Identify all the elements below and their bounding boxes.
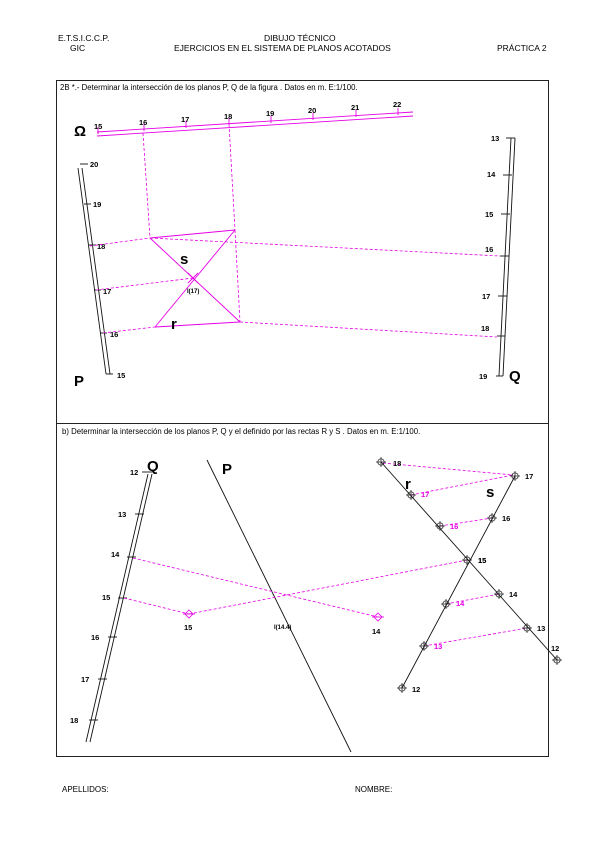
subject-title: DIBUJO TÉCNICO (264, 33, 336, 43)
plane-q-tick: 17 (482, 292, 490, 301)
lines-r-s-a (149, 229, 241, 328)
plane-p-b-label: P (222, 461, 232, 478)
intersection-elevation: (17) (189, 289, 200, 295)
plane-q-tick: 13 (491, 134, 499, 143)
point-markers-b (376, 457, 562, 693)
topic-title: EJERCICIOS EN EL SISTEMA DE PLANOS ACOTA… (174, 43, 391, 53)
plane-q-b-tick: 15 (102, 593, 110, 602)
intersection-label-b: I(14.4) (274, 625, 291, 631)
plane-q-tick: 15 (485, 210, 493, 219)
omega-tick-label: 19 (266, 109, 274, 118)
plane-p-scale (77, 163, 113, 375)
s-point-label: 16 (502, 514, 510, 523)
plane-p-tick: 16 (110, 330, 118, 339)
plane-q-b-tick: 13 (118, 510, 126, 519)
plane-q-b-tick: 14 (111, 550, 120, 559)
s-point-label: 12 (551, 644, 559, 653)
s-point-label: 13 (537, 624, 545, 633)
plane-q-b-tick: 18 (70, 716, 78, 725)
intersection-label-a: I(17) (187, 289, 199, 295)
exercise-b-statement: b) Determinar la intersección de los pla… (62, 427, 421, 436)
omega-tick-label: 17 (181, 115, 189, 124)
plane-q-b-label: Q (147, 458, 159, 475)
r-point-label: 17 (421, 490, 429, 499)
s-point-label: 15 (478, 556, 486, 565)
line-r-label: r (171, 316, 177, 333)
omega-ticks (97, 108, 399, 134)
plane-q-tick: 18 (481, 324, 489, 333)
intersection-point-a (187, 272, 199, 284)
line-r-b-label: r (405, 476, 411, 493)
plane-q-scale (496, 137, 516, 377)
omega-tick-label: 21 (351, 103, 359, 112)
omega-tick-label: 16 (139, 118, 147, 127)
s-point-label: 17 (525, 472, 533, 481)
plane-q-b-tick: 16 (91, 633, 99, 642)
omega-tick-label: 20 (308, 106, 316, 115)
intersection-letter: I (187, 289, 189, 295)
omega-tick-label: 22 (393, 100, 401, 109)
exercise-a-statement: 2B *.- Determinar la intersección de los… (60, 83, 358, 92)
lines-r-s-b (380, 461, 558, 689)
r-point-label: 14 (456, 599, 465, 608)
surname-field-label: APELLIDOS: (62, 785, 109, 794)
plane-trace-points (183, 609, 384, 622)
school-name: E.T.S.I.C.C.P. (58, 33, 110, 43)
group-name: GIC (70, 43, 86, 53)
r-point-label: 16 (450, 522, 458, 531)
plane-q-tick: 14 (487, 170, 496, 179)
r-point-label: 13 (434, 642, 442, 651)
line-s-label: s (180, 251, 188, 268)
omega-label: Ω (74, 123, 86, 140)
practice-number: PRÁCTICA 2 (497, 43, 547, 53)
r-point-label: 15 (478, 556, 486, 565)
plane-q-tick: 16 (485, 245, 493, 254)
plane-q-tick: 19 (479, 372, 487, 381)
plane-p-tick: 15 (117, 371, 125, 380)
plane-p-tick: 20 (90, 160, 98, 169)
r-point-label: 12 (412, 685, 420, 694)
plane-p-tick: 19 (93, 200, 101, 209)
r-point-label: 18 (393, 459, 401, 468)
plane-q-label: Q (509, 368, 521, 385)
exercise-b-frame (56, 423, 549, 757)
plane-p-b-line (206, 459, 352, 753)
plane-q-scale-b (85, 471, 153, 743)
plane-q-b-tick: 17 (81, 675, 89, 684)
plane-p-tick: 18 (97, 242, 105, 251)
line-s-b-label: s (486, 484, 494, 501)
point-14-label: 14 (372, 627, 381, 636)
s-point-label: 14 (509, 590, 518, 599)
construction-lines-b (123, 462, 528, 647)
omega-tick-label: 18 (224, 112, 232, 121)
omega-plane-line (96, 111, 414, 137)
name-field-label: NOMBRE: (355, 785, 393, 794)
omega-tick-label: 15 (94, 122, 102, 131)
plane-p-label: P (74, 373, 84, 390)
construction-lines-a (89, 123, 501, 338)
point-15-label: 15 (184, 623, 192, 632)
plane-q-b-tick: 12 (130, 468, 138, 477)
plane-p-tick: 17 (103, 287, 111, 296)
